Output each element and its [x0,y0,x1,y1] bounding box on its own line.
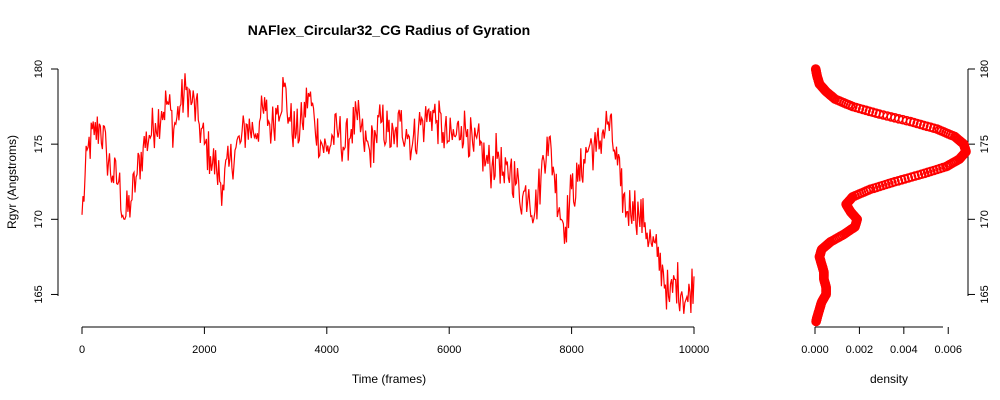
y-tick-label: 170 [33,210,45,228]
x-tick-label: 4000 [315,344,339,356]
y-axis-label: Rgyr (Angstroms) [5,135,19,229]
density-y-tick-label: 165 [979,285,991,303]
density-x-tick-label: 0.006 [934,344,962,356]
x-axis-label: Time (frames) [352,372,426,386]
density-point [810,64,821,74]
density-y-tick-label: 175 [979,135,991,153]
density-x-tick-label: 0.000 [801,344,829,356]
y-tick-label: 180 [33,60,45,78]
density-axes: 0.000 0.002 0.004 0.006 165 170 175 180 densit… [801,60,991,386]
density-x-axis-label: density [870,372,908,386]
x-tick-group: 0 2000 4000 6000 8000 10000 [79,327,709,356]
y-tick-label: 165 [33,285,45,303]
x-tick-label: 0 [79,344,85,356]
density-y-tick-label: 180 [979,60,991,78]
x-tick-label: 2000 [192,344,216,356]
x-tick-label: 6000 [437,344,461,356]
density-x-tick-group: 0.000 0.002 0.004 0.006 [801,327,962,356]
x-tick-label: 10000 [679,344,710,356]
rgyr-series-line [81,73,695,314]
density-y-tick-label: 170 [979,210,991,228]
density-points [810,64,971,327]
timeseries-axes: 0 2000 4000 6000 8000 10000 165 170 175 180 Time… [5,60,709,386]
x-tick-label: 8000 [559,344,583,356]
density-x-tick-label: 0.002 [846,344,874,356]
density-x-tick-label: 0.004 [890,344,918,356]
y-tick-group: 165 170 175 180 [33,60,58,304]
density-y-tick-group: 165 170 175 180 [968,60,991,304]
chart-title: NAFlex_Circular32_CG Radius of Gyration [248,22,530,38]
y-tick-label: 175 [33,135,45,153]
